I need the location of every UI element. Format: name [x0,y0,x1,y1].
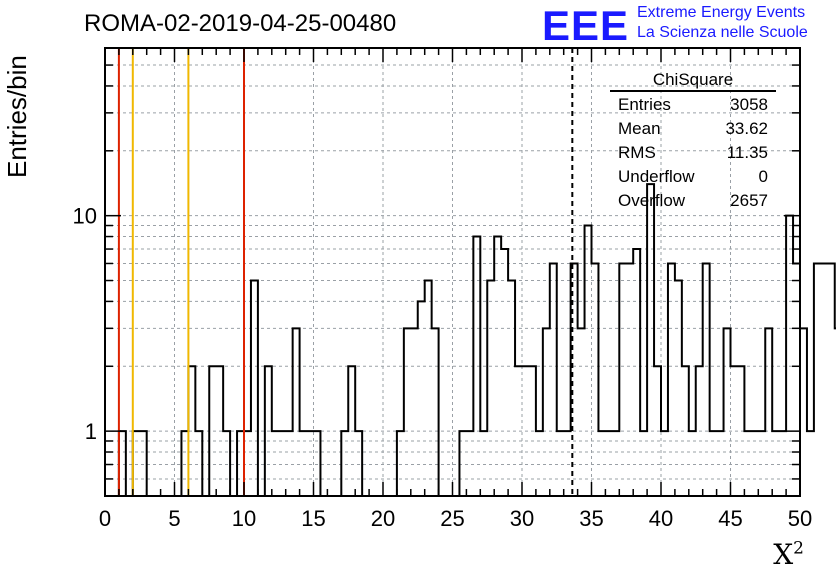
x-axis-label: X2 [773,538,804,571]
stats-box-title: ChiSquare [653,70,733,89]
x-tick-label: 5 [168,506,180,531]
stats-label-entries: Entries [618,95,671,114]
stats-value-underflow: 0 [759,167,768,186]
stats-value-entries: 3058 [730,95,768,114]
histogram-outline [105,183,836,497]
x-tick-label: 35 [579,506,603,531]
x-tick-label: 20 [371,506,395,531]
stats-value-mean: 33.62 [725,119,768,138]
x-tick-label: 0 [99,506,111,531]
x-tick-label: 25 [440,506,464,531]
x-axis-label-main: X [773,538,794,571]
logo-subtitle-2: La Scienza nelle Scuole [637,24,808,41]
stats-value-overflow: 2657 [730,191,768,210]
x-tick-label: 10 [232,506,256,531]
x-tick-label: 40 [649,506,673,531]
run-title: ROMA-02-2019-04-25-00480 [84,10,397,37]
x-tick-label: 50 [788,506,812,531]
stats-label-overflow: Overflow [618,191,686,210]
y-tick-label: 1 [85,419,97,444]
y-tick-label: 10 [73,204,97,229]
logo-subtitle-1: Extreme Energy Events [637,4,806,21]
x-axis-label-exponent: 2 [793,538,804,559]
stats-label-mean: Mean [618,119,661,138]
x-tick-label: 15 [301,506,325,531]
x-tick-label: 30 [510,506,534,531]
x-tick-label: 45 [718,506,742,531]
eee-logo: EEE [542,2,630,49]
stats-label-rms: RMS [618,143,656,162]
y-axis-label: Entries/bin [2,55,32,178]
stats-label-underflow: Underflow [618,167,695,186]
stats-value-rms: 11.35 [727,143,768,162]
